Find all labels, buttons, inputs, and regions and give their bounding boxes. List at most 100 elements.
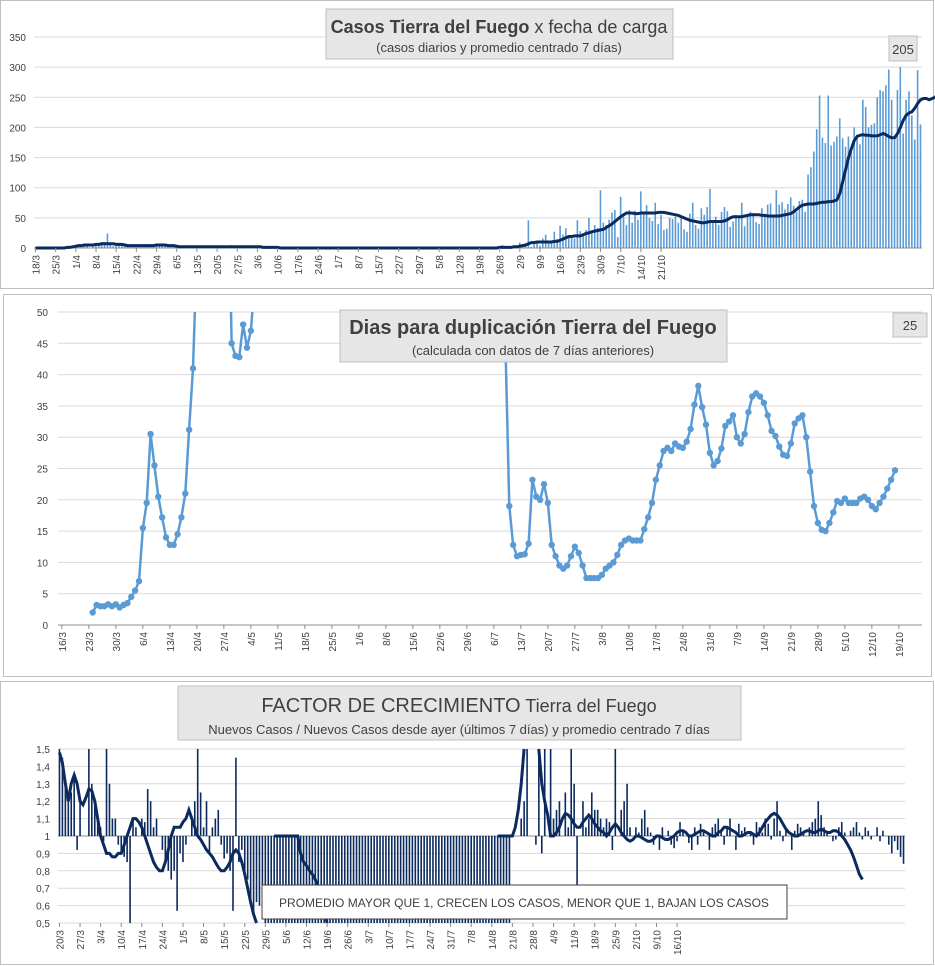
bar [847, 136, 850, 248]
data-point [791, 420, 798, 427]
bar [890, 836, 893, 854]
bar [870, 125, 873, 248]
bar [885, 85, 887, 248]
data-point [876, 499, 883, 507]
bar [473, 836, 475, 923]
bar [559, 225, 561, 248]
data-point [552, 552, 559, 560]
bar [393, 836, 396, 923]
bar [243, 836, 246, 871]
bar [452, 836, 455, 923]
bar [605, 818, 608, 836]
bar [182, 836, 184, 863]
bar [539, 245, 541, 248]
data-point [826, 519, 833, 527]
bar [717, 818, 720, 836]
x-tick-label: 12/8 [455, 255, 466, 275]
bar [343, 836, 346, 923]
bar [916, 70, 919, 249]
bar [199, 792, 202, 836]
bar [830, 145, 832, 248]
data-point [725, 418, 733, 425]
bar [815, 129, 818, 248]
data-point [536, 496, 544, 503]
data-point [691, 401, 698, 408]
bar [417, 836, 420, 923]
bar [755, 222, 757, 248]
bar [843, 832, 846, 836]
data-point [598, 571, 606, 579]
y-tick-label: 1 [44, 832, 50, 843]
growth-factor-chart: 0,5 0,6 0,7 0,8 0,9 1 1,1 1,2 1,3 1,4 1,5 20/3 27/3… [0, 681, 934, 965]
x-tick-label: 11/9 [570, 930, 581, 949]
x-tick-label: 3/8 [598, 632, 609, 646]
data-point [135, 577, 143, 585]
bar [488, 836, 490, 923]
bar [573, 238, 576, 248]
bar [824, 143, 827, 248]
y-tick-label: 30 [37, 433, 49, 444]
x-tick-label: 15/7 [375, 255, 386, 275]
data-point [610, 559, 617, 566]
x-tick-label: 24/6 [314, 255, 325, 275]
bar [717, 225, 720, 248]
annotation-text: PROMEDIO MAYOR QUE 1, CRECEN LOS CASOS, … [279, 896, 769, 910]
data-point [162, 534, 170, 541]
bar [152, 827, 155, 836]
bar [508, 836, 511, 923]
data-point [714, 457, 721, 465]
bar [814, 818, 817, 836]
chart-title: Dias para duplicación Tierra del Fuego [349, 317, 717, 339]
y-tick-label: 5 [42, 590, 48, 601]
data-point [174, 531, 181, 538]
bar [102, 836, 105, 842]
y-tick-label: 0 [20, 244, 26, 255]
bar [708, 836, 711, 850]
bar [370, 836, 373, 923]
bar [106, 233, 109, 248]
bar [320, 836, 323, 923]
bar [873, 123, 876, 248]
bar [611, 212, 613, 248]
x-tick-label: 9/9 [536, 255, 547, 269]
bar [596, 809, 599, 836]
bar [288, 836, 290, 923]
bar [761, 832, 764, 836]
data-point [733, 434, 741, 441]
x-tick-label: 30/3 [112, 632, 123, 652]
x-tick-label: 25/3 [52, 255, 63, 275]
bar [767, 823, 770, 836]
bar [585, 827, 587, 836]
bar [358, 836, 361, 923]
bar [220, 836, 223, 845]
x-tick-label: 22/5 [241, 930, 252, 950]
bar [273, 836, 275, 923]
x-tick-label: 26/6 [344, 930, 355, 950]
callout-value: 25 [903, 318, 917, 333]
bar [614, 210, 616, 248]
bar [585, 229, 587, 248]
chart-title-box [325, 8, 674, 60]
bar [853, 127, 855, 248]
data-point [236, 353, 243, 361]
data-point [702, 421, 710, 428]
bar [811, 822, 814, 836]
data-point [884, 485, 891, 492]
x-tick-label: 29/4 [153, 255, 164, 275]
y-tick-label: 100 [9, 184, 26, 195]
y-tick-label: 300 [9, 63, 26, 74]
x-tick-label: 19/10 [895, 632, 906, 657]
x-tick-label: 13/7 [517, 632, 528, 652]
x-tick-label: 4/5 [247, 632, 258, 646]
data-point [880, 493, 887, 500]
bar [642, 214, 645, 248]
bar [332, 836, 334, 923]
y-tick-label: 1,1 [36, 815, 50, 826]
bar [217, 809, 220, 836]
bar [787, 203, 789, 248]
x-tick-label: 16/9 [556, 255, 567, 275]
x-tick-label: 15/6 [409, 632, 420, 652]
bar [399, 836, 402, 923]
bar [105, 749, 108, 836]
bar [766, 204, 769, 248]
